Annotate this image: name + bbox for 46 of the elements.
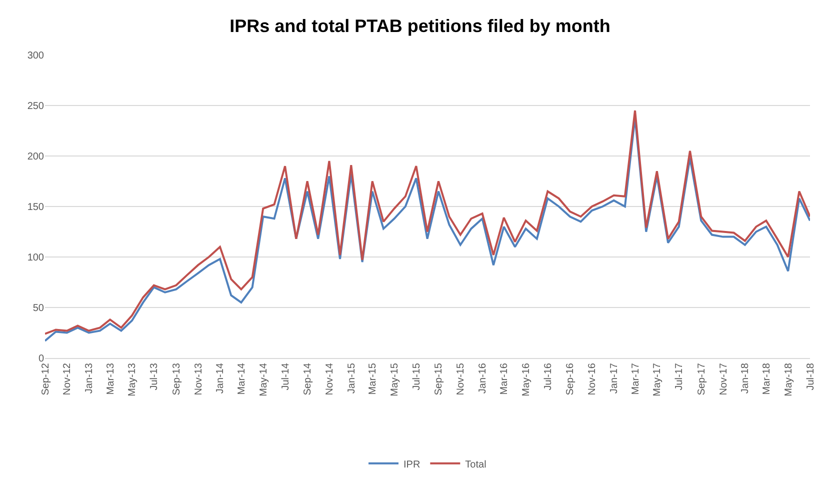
x-tick-label: Jan-13 (84, 362, 96, 394)
x-tick-label: Mar-16 (499, 362, 510, 395)
x-tick-label: May-15 (390, 362, 401, 396)
y-tick-label: 100 (27, 252, 44, 264)
x-tick-label: Jan-18 (740, 362, 752, 394)
y-tick-label: 150 (27, 202, 44, 213)
x-tick-label: Sep-13 (171, 362, 182, 396)
x-tick-label: Jan-14 (215, 362, 226, 394)
x-tick-label: Jul-14 (280, 362, 292, 390)
legend-label: IPR (404, 459, 420, 470)
y-tick-label: 250 (27, 101, 44, 112)
x-tick-label: Mar-15 (368, 362, 379, 395)
x-tick-label: Jul-17 (674, 362, 686, 390)
x-tick-label: May-16 (521, 362, 532, 396)
x-tick-label: Nov-15 (456, 362, 467, 396)
x-tick-label: Mar-17 (630, 362, 642, 395)
y-tick-label: 50 (32, 303, 44, 314)
x-tick-label: Mar-18 (761, 362, 772, 395)
x-tick-label: Nov-12 (62, 362, 74, 396)
x-tick-label: May-13 (127, 362, 138, 396)
x-tick-label: Nov-13 (193, 362, 204, 396)
x-tick-label: Nov-17 (718, 362, 730, 396)
y-tick-label: 200 (27, 152, 44, 162)
x-tick-label: Jan-15 (346, 362, 358, 394)
x-tick-label: May-17 (652, 362, 664, 396)
x-tick-label: May-14 (258, 362, 270, 396)
x-tick-label: Mar-13 (105, 362, 116, 395)
x-tick-label: Nov-14 (324, 362, 336, 396)
x-tick-label: Nov-16 (587, 362, 598, 396)
x-tick-label: Jul-18 (805, 362, 816, 390)
x-tick-label: Jul-16 (542, 362, 554, 390)
x-tick-label: Sep-16 (565, 362, 576, 396)
x-tick-label: Sep-15 (434, 362, 445, 396)
x-tick-label: Sep-12 (40, 362, 52, 396)
chart-title: IPRs and total PTAB petitions filed by month (230, 16, 610, 36)
x-tick-label: Sep-17 (696, 362, 708, 396)
x-tick-label: Mar-14 (236, 362, 248, 395)
legend-label: Total (465, 459, 486, 470)
x-tick-label: Jul-15 (411, 362, 422, 390)
x-tick-label: Jan-17 (609, 362, 620, 394)
y-tick-label: 0 (38, 354, 44, 364)
x-tick-label: May-18 (783, 362, 794, 396)
x-tick-label: Sep-14 (302, 362, 314, 396)
x-tick-label: Jan-16 (478, 362, 489, 394)
y-tick-label: 300 (27, 50, 44, 62)
x-tick-label: Jul-13 (149, 362, 160, 390)
